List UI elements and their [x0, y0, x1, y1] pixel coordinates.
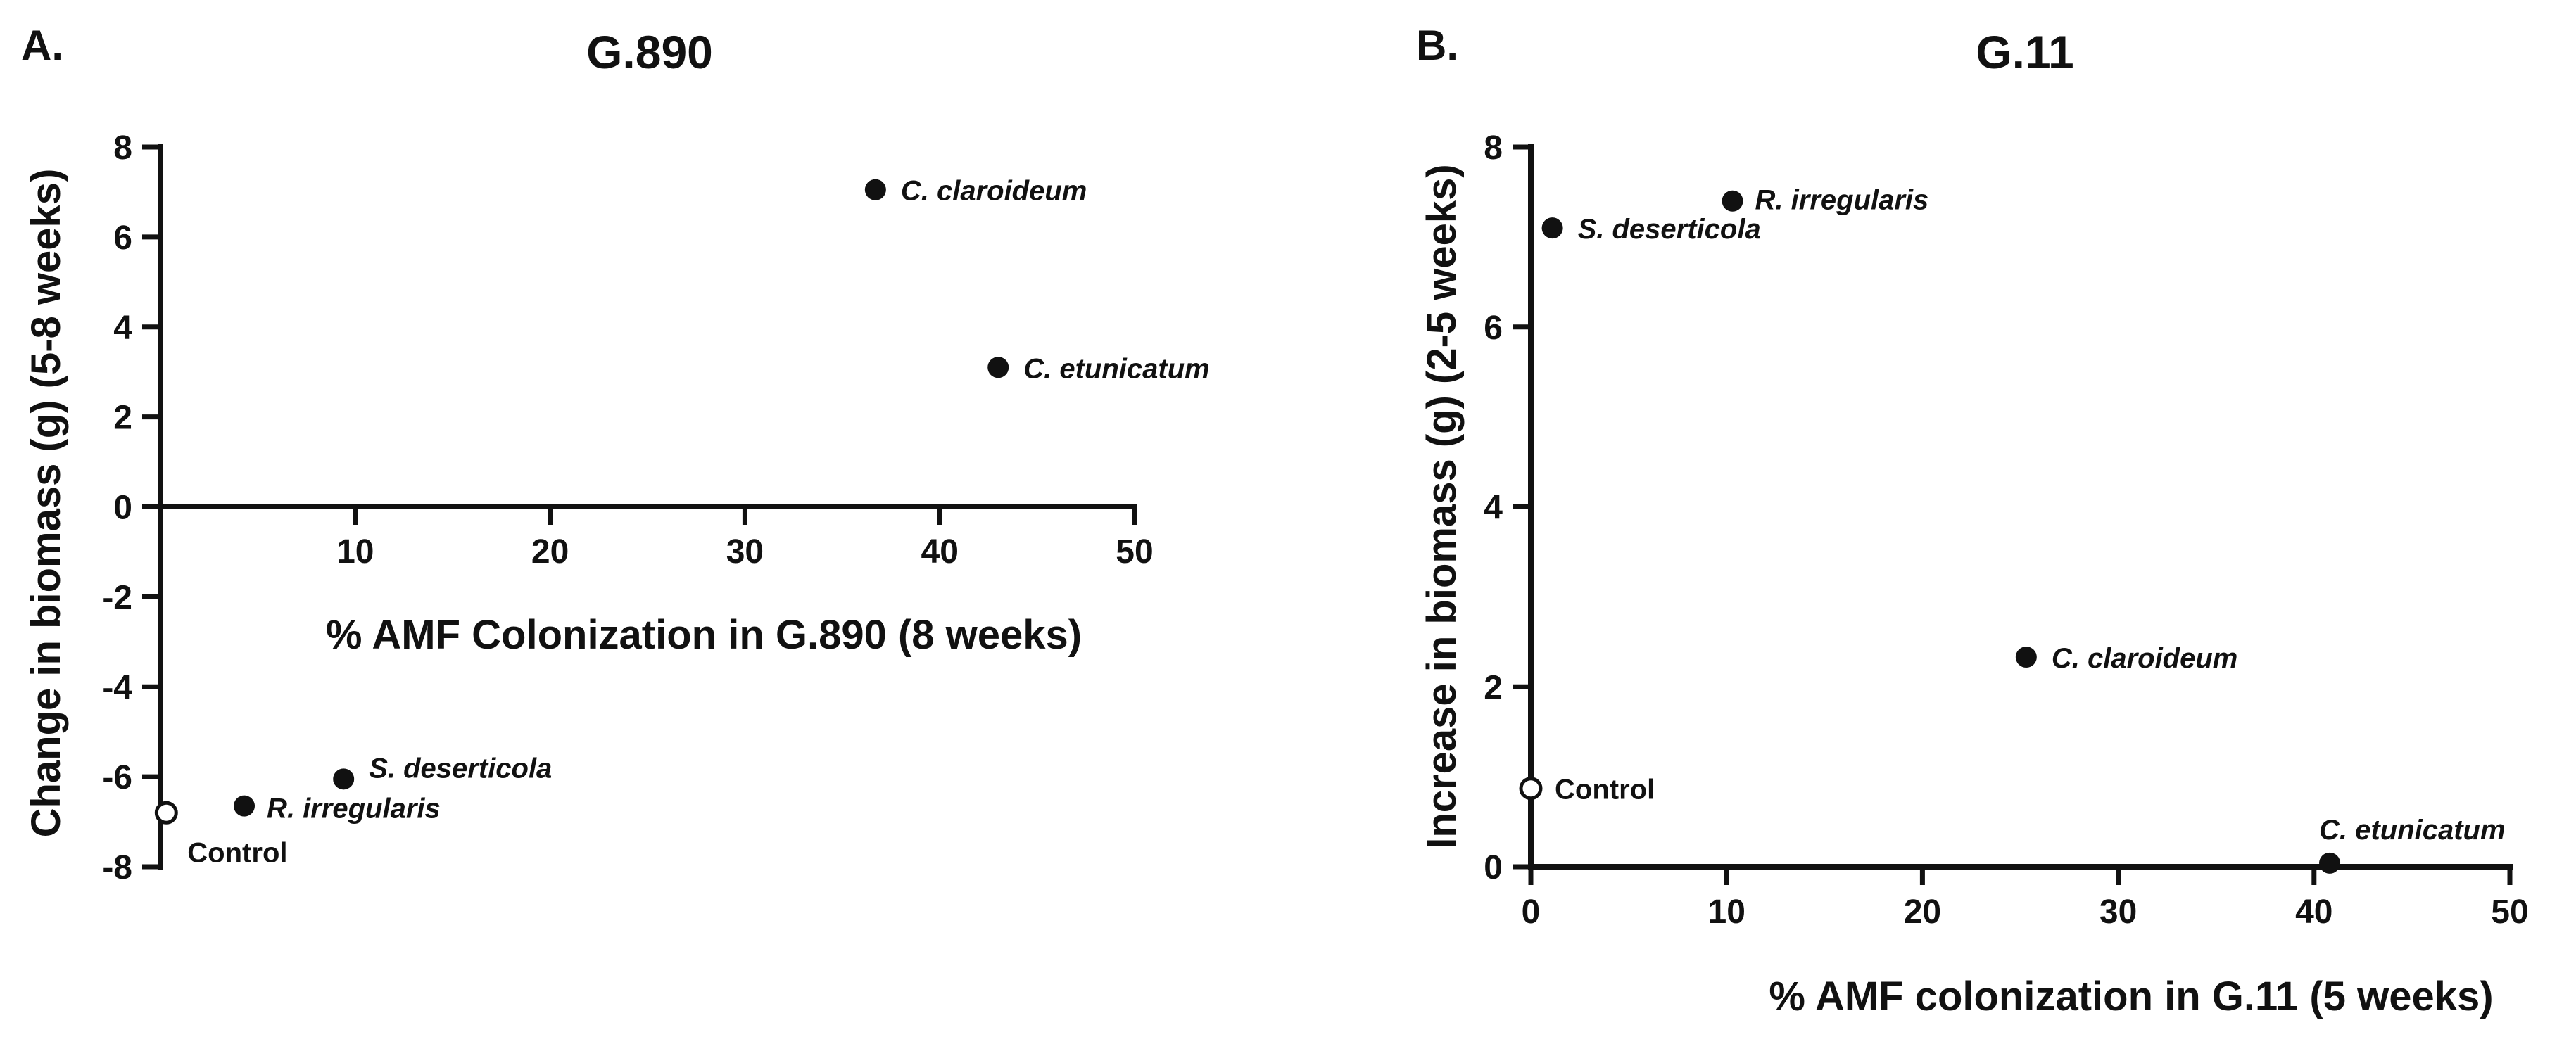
x-tick-label: 50 — [2491, 893, 2528, 931]
panel-b-x-ticks: 0 10 20 30 40 50 — [1522, 867, 2529, 931]
panel-a: A. G.890 Change in biomass (g) (5-8 week… — [21, 22, 1210, 886]
data-point-r-irregularis — [234, 795, 255, 817]
data-point-s-deserticola — [1541, 217, 1563, 239]
panel-b-y-axis-label: Increase in biomass (g) (2-5 weeks) — [1419, 164, 1465, 848]
panel-a-y-ticks: -8 -6 -4 -2 0 2 4 6 8 — [102, 129, 160, 886]
panel-b-letter: B. — [1416, 22, 1458, 69]
data-label-control: Control — [187, 837, 287, 868]
y-tick-label: -6 — [102, 759, 132, 796]
y-tick-label: 8 — [1484, 129, 1503, 167]
data-label-s-deserticola: S. deserticola — [1578, 214, 1761, 245]
data-point-s-deserticola — [333, 768, 355, 790]
y-tick-label: 2 — [113, 400, 132, 437]
x-tick-label: 20 — [531, 533, 569, 571]
x-tick-label: 30 — [2100, 893, 2137, 931]
data-point-c-etunicatum — [987, 357, 1009, 378]
data-label-s-deserticola: S. deserticola — [369, 753, 552, 784]
x-tick-label: 50 — [1116, 533, 1153, 571]
x-tick-label: 40 — [2295, 893, 2332, 931]
data-label-c-claroideum: C. claroideum — [2052, 643, 2238, 674]
x-tick-label: 10 — [336, 533, 374, 571]
x-tick-label: 20 — [1904, 893, 1941, 931]
y-tick-label: 2 — [1484, 669, 1503, 706]
panel-a-letter: A. — [21, 22, 63, 69]
panel-b-x-axis-label: % AMF colonization in G.11 (5 weeks) — [1769, 974, 2493, 1019]
x-tick-label: 0 — [1522, 893, 1541, 931]
data-label-c-etunicatum: C. etunicatum — [1023, 353, 1209, 384]
y-tick-label: -4 — [102, 669, 132, 706]
panel-a-title: G.890 — [586, 26, 713, 78]
y-tick-label: 4 — [113, 310, 132, 347]
y-tick-label: -2 — [102, 579, 132, 616]
y-tick-label: 4 — [1484, 490, 1503, 527]
data-point-c-etunicatum — [2319, 852, 2341, 874]
panel-a-x-ticks: 10 20 30 40 50 — [336, 507, 1154, 571]
data-point-r-irregularis — [1722, 190, 1743, 212]
panel-b-title: G.11 — [1976, 26, 2073, 78]
y-tick-label: 0 — [113, 490, 132, 527]
y-tick-label: 8 — [113, 129, 132, 167]
panel-a-y-axis-label: Change in biomass (g) (5-8 weeks) — [23, 169, 69, 838]
panel-a-x-axis-label: % AMF Colonization in G.890 (8 weeks) — [326, 612, 1082, 658]
y-tick-label: 6 — [113, 219, 132, 257]
panel-b: B. G.11 Increase in biomass (g) (2-5 wee… — [1416, 22, 2529, 1019]
x-tick-label: 30 — [726, 533, 764, 571]
data-point-c-claroideum — [2015, 647, 2037, 668]
data-point-control — [1519, 777, 1543, 801]
data-label-r-irregularis: R. irregularis — [1755, 185, 1929, 216]
y-tick-label: -8 — [102, 849, 132, 886]
data-label-r-irregularis: R. irregularis — [267, 794, 441, 825]
data-label-c-claroideum: C. claroideum — [901, 176, 1087, 207]
data-label-control: Control — [1555, 775, 1655, 806]
data-label-c-etunicatum: C. etunicatum — [2319, 815, 2505, 846]
x-tick-label: 10 — [1708, 893, 1745, 931]
data-point-control — [154, 801, 178, 825]
panel-b-y-ticks: 0 2 4 6 8 — [1484, 129, 1531, 886]
y-tick-label: 0 — [1484, 849, 1503, 886]
panel-a-points: Control R. irregularis S. deserticola C. cl… — [154, 176, 1210, 868]
y-tick-label: 6 — [1484, 310, 1503, 347]
data-point-c-claroideum — [864, 179, 886, 200]
x-tick-label: 40 — [921, 533, 959, 571]
